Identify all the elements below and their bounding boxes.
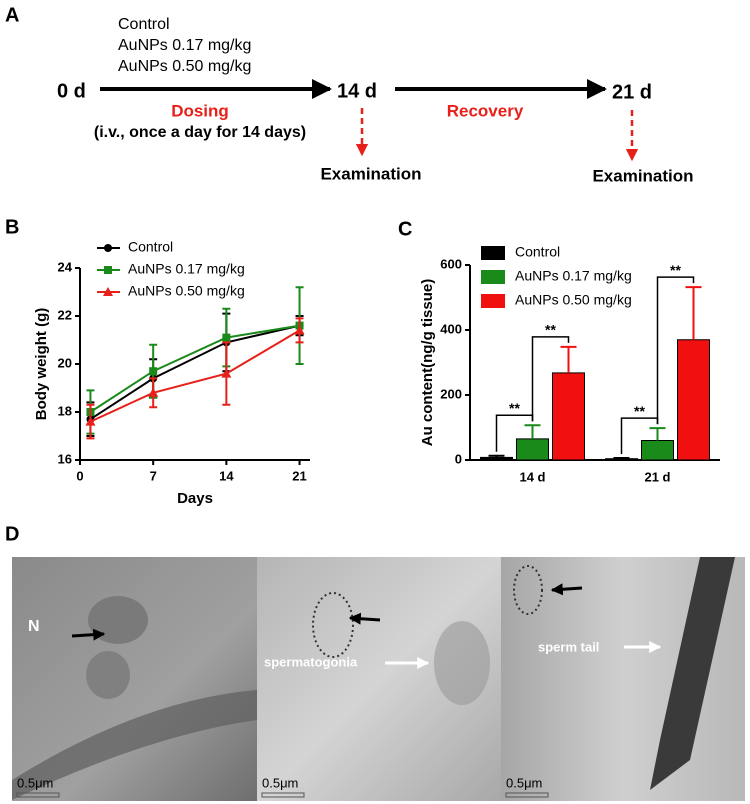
phase-label: Recovery [447, 101, 524, 120]
legend-label: AuNPs 0.17 mg/kg [128, 261, 245, 277]
organelle [312, 592, 354, 658]
scale-bar [16, 792, 60, 798]
image-label: sperm tail [538, 639, 599, 654]
x-tick-label: 21 [292, 468, 306, 483]
marker [104, 266, 112, 274]
timepoint: 21 d [612, 81, 652, 103]
significance-label: ** [509, 400, 520, 416]
error-bar [685, 286, 702, 340]
marker [85, 416, 96, 426]
exam-label: Examination [320, 164, 421, 183]
scale-bar [261, 792, 305, 798]
panel-a: A Control AuNPs 0.17 mg/kg AuNPs 0.50 mg… [5, 4, 694, 185]
scale-bar-label: 0.5μm [17, 775, 53, 790]
bar [677, 339, 710, 461]
timepoint: 14 d [337, 80, 377, 102]
significance-bracket [656, 276, 695, 425]
scale-bar-label: 0.5μm [506, 775, 542, 790]
series-line [90, 329, 301, 423]
marker [104, 244, 112, 252]
legend-label: AuNPs 0.50 mg/kg [128, 283, 245, 299]
pointer-arrow [348, 612, 381, 625]
panel-label: A [5, 4, 19, 26]
significance-label: ** [545, 322, 556, 338]
y-axis-label: Au content(ng/g tissue) [419, 279, 436, 447]
bar [641, 440, 674, 461]
y-tick-label: 600 [440, 256, 462, 271]
x-tick-label: 21 d [644, 469, 670, 484]
panel-label: C [398, 218, 412, 240]
panel-label: D [5, 523, 19, 545]
x-axis-label: Days [177, 490, 213, 507]
legend-swatch [481, 270, 505, 284]
group-label: AuNPs 0.17 mg/kg [118, 37, 251, 54]
marker [148, 387, 159, 397]
pointer-arrow [71, 628, 106, 641]
y-tick-label: 22 [58, 307, 72, 322]
panel-label: B [5, 216, 19, 238]
legend-label: AuNPs 0.50 mg/kg [515, 292, 632, 308]
organelle [434, 621, 490, 705]
pointer-arrow [550, 583, 583, 596]
significance-label: ** [670, 262, 681, 278]
panel-d: D N spermatogonia sperm tail 0.5μm 0.5μm… [5, 523, 745, 801]
sperm-tail [650, 557, 735, 790]
legend-swatch [481, 246, 505, 260]
timepoint: 0 d [57, 80, 86, 102]
legend-label: Control [128, 239, 173, 255]
error-bar [613, 457, 630, 460]
phase-label: Dosing [171, 101, 229, 120]
legend-label: Control [515, 244, 560, 260]
y-tick-label: 200 [440, 386, 462, 401]
error-bar [649, 427, 666, 441]
y-tick-label: 16 [58, 451, 72, 466]
organelle [86, 651, 130, 699]
y-tick-label: 24 [58, 259, 73, 274]
legend-swatch [481, 294, 505, 308]
organelle [88, 596, 148, 644]
x-tick-label: 0 [76, 468, 83, 483]
scale-bar [505, 792, 549, 798]
membrane [12, 690, 257, 800]
series-line [89, 324, 300, 421]
y-tick-label: 0 [455, 451, 462, 466]
image-label: spermatogonia [264, 654, 358, 669]
x-tick-label: 14 d [519, 469, 545, 484]
y-axis-label: Body weight (g) [33, 308, 50, 421]
group-label: AuNPs 0.50 mg/kg [118, 58, 251, 75]
bar [552, 372, 585, 461]
x-tick-label: 14 [219, 468, 234, 483]
y-tick-label: 20 [58, 355, 72, 370]
group-label: Control [118, 16, 170, 33]
bar [516, 438, 549, 461]
marker [294, 325, 305, 335]
exam-label: Examination [592, 166, 693, 185]
significance-label: ** [634, 403, 645, 419]
significance-bracket [531, 336, 570, 422]
marker [221, 368, 232, 378]
marker [222, 333, 231, 342]
y-tick-label: 400 [440, 321, 462, 336]
error-bar [524, 424, 541, 439]
organelle [513, 565, 543, 615]
phase-note: (i.v., once a day for 14 days) [94, 124, 306, 141]
marker [149, 367, 158, 376]
series-line [89, 324, 300, 413]
marker [103, 287, 113, 296]
scale-bar-label: 0.5μm [262, 775, 298, 790]
image-label: N [28, 618, 40, 635]
error-bar [488, 454, 505, 458]
y-tick-label: 18 [58, 403, 72, 418]
x-tick-label: 7 [150, 468, 157, 483]
legend-label: AuNPs 0.17 mg/kg [515, 268, 632, 284]
error-bar [560, 345, 577, 373]
bar [480, 456, 513, 461]
